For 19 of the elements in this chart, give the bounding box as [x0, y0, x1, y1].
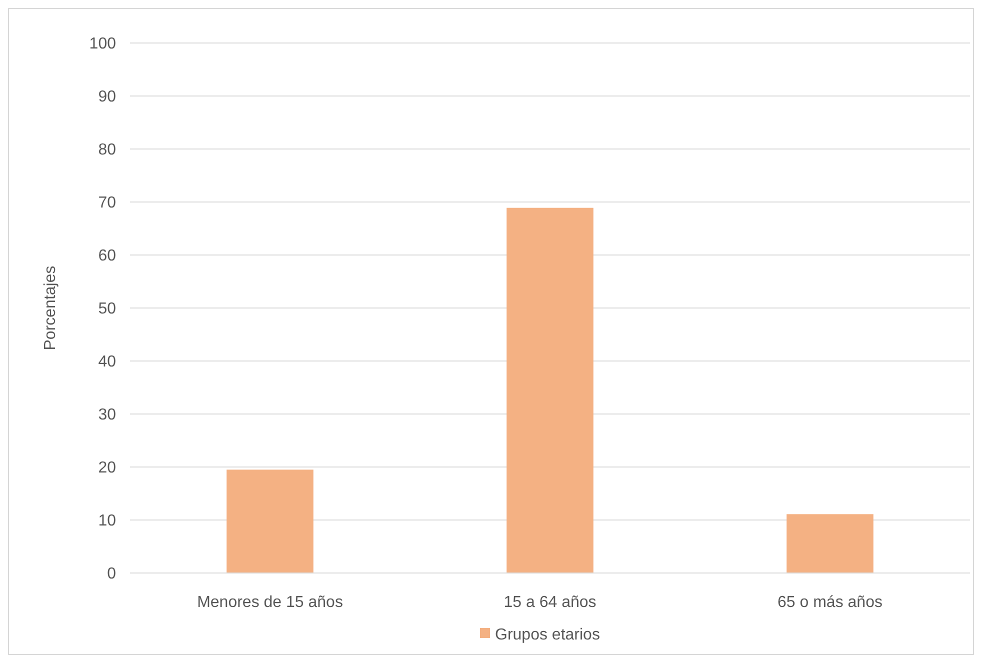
y-tick-label: 50 — [98, 300, 116, 318]
x-tick-label: 15 a 64 años — [504, 594, 596, 611]
y-tick-label: 40 — [98, 354, 116, 371]
bar — [506, 208, 594, 573]
y-tick-label: 30 — [98, 406, 116, 424]
y-tick-label: 100 — [89, 36, 116, 53]
y-tick-label: 20 — [98, 460, 116, 477]
x-tick-label: 65 o más años — [778, 594, 882, 611]
bar — [786, 514, 874, 573]
x-tick-label: Menores de 15 años — [197, 594, 343, 611]
bar — [226, 470, 314, 573]
y-tick-label: 90 — [98, 88, 116, 106]
y-tick-label: 0 — [107, 566, 116, 583]
y-tick-label: 70 — [98, 194, 116, 212]
y-tick-label: 10 — [98, 512, 116, 530]
legend-label: Grupos etarios — [495, 626, 600, 644]
y-tick-label: 60 — [98, 248, 116, 265]
y-axis-title: Porcentajes — [42, 266, 59, 350]
y-tick-label: 80 — [98, 142, 116, 159]
